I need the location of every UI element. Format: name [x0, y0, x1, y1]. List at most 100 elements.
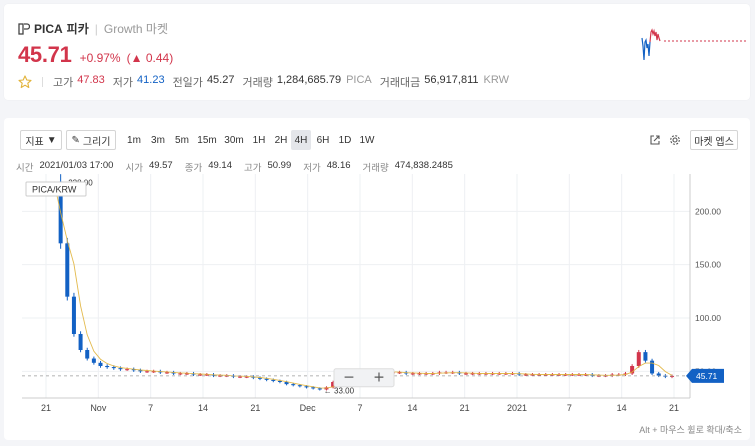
timeframe-4h[interactable]: 4H — [291, 130, 311, 150]
candle-body — [151, 371, 156, 373]
stat-prev-close: 전일가 45.27 — [173, 74, 235, 90]
candle-body — [643, 352, 648, 361]
candle-body — [131, 369, 136, 371]
x-tick-label: Dec — [300, 403, 317, 413]
timeframe-1m[interactable]: 1m — [127, 134, 141, 146]
change-amount: (▲ 0.44) — [126, 51, 174, 65]
timeframe-6h[interactable]: 6H — [316, 134, 330, 146]
coin-title-row: PICA 피카 | Growth 마켓 — [18, 20, 168, 37]
indicator-label: 지표 — [25, 136, 44, 148]
candle-body — [410, 373, 415, 375]
candle-body — [523, 374, 528, 376]
market-info-button[interactable]: 마켓 엡스 — [690, 130, 738, 150]
timeframe-1h[interactable]: 1H — [252, 134, 266, 146]
price-row: 45.71 +0.97% (▲ 0.44) — [18, 42, 173, 68]
candle-body — [537, 374, 542, 376]
stat-volume-label: 거래량 — [242, 77, 273, 89]
candle-body — [244, 376, 249, 378]
coin-symbol: PICA — [34, 21, 63, 36]
candle-body — [204, 374, 209, 376]
candle-body — [636, 352, 641, 366]
candle-body — [78, 334, 83, 350]
timeframe-3m[interactable]: 3m — [151, 134, 165, 146]
x-tick-label: 7 — [357, 403, 362, 413]
candle-body — [71, 296, 76, 334]
ohlc-low-label: 저가 — [303, 163, 321, 174]
ohlc-high-value: 50.99 — [267, 160, 292, 171]
candle-body — [317, 388, 322, 390]
stat-low-label: 저가 — [112, 77, 134, 89]
zoom-hint: Alt + 마우스 휠로 확대/축소 — [639, 425, 742, 435]
gear-icon[interactable] — [667, 132, 683, 148]
candle-body — [164, 372, 169, 374]
draw-button[interactable]: ✎ 그리기 — [66, 130, 116, 150]
y-tick-label: 150.00 — [695, 260, 721, 270]
x-tick-label: 21 — [669, 403, 679, 413]
ohlc-volume-value: 474,838.2485 — [394, 160, 453, 171]
stat-low: 저가 41.23 — [113, 74, 165, 90]
y-tick-label: 100.00 — [695, 313, 721, 323]
stat-trade-value-label: 거래대금 — [379, 77, 421, 89]
zoom-out-button[interactable]: − — [343, 370, 355, 386]
candle-body — [277, 380, 282, 382]
stat-trade-value-unit: KRW — [483, 74, 509, 86]
ohlc-open-value: 49.57 — [148, 160, 173, 171]
candle-body — [178, 373, 183, 375]
candle-body — [543, 374, 548, 376]
zoom-in-button[interactable]: + — [373, 370, 385, 386]
candle-body — [623, 373, 628, 375]
stats-row: 고가 47.83 저가 41.23 전일가 45.27 거래량 1,284,685.79… — [18, 74, 517, 90]
candle-body — [530, 374, 535, 376]
sparkline-down — [641, 37, 651, 61]
x-tick-label: 21 — [250, 403, 260, 413]
stat-high-value: 47.83 — [77, 74, 105, 86]
candle-body — [271, 379, 276, 381]
stat-volume-unit: PICA — [346, 74, 372, 86]
stat-high: 고가 47.83 — [53, 74, 105, 90]
candle-body — [91, 358, 96, 363]
external-link-icon[interactable] — [647, 132, 663, 148]
candle-body — [138, 370, 143, 372]
timeframe-1d[interactable]: 1D — [338, 134, 352, 146]
candle-body — [284, 382, 289, 385]
x-tick-label: 14 — [198, 403, 208, 413]
y-tick-label: 200.00 — [695, 206, 721, 216]
indicator-button[interactable]: 지표 ▼ — [20, 130, 62, 150]
candle-body — [98, 362, 103, 366]
candle-body — [258, 377, 262, 379]
ohlc-volume-label: 거래량 — [362, 163, 389, 174]
pair-legend-box — [25, 181, 87, 197]
coin-logo-icon — [18, 22, 30, 35]
candle-body — [125, 369, 130, 371]
candle-body — [510, 373, 515, 375]
change-percent: +0.97% — [79, 51, 121, 65]
candle-body — [483, 373, 488, 375]
stat-prev-close-label: 전일가 — [172, 77, 203, 89]
pencil-icon: ✎ — [71, 134, 80, 146]
candle-body — [583, 374, 588, 376]
favorite-star-icon[interactable] — [18, 75, 32, 89]
stat-low-value: 41.23 — [137, 74, 165, 86]
timeframe-1w[interactable]: 1W — [359, 134, 375, 146]
stat-high-label: 고가 — [53, 77, 74, 89]
coin-name-kr: 피카 — [66, 22, 89, 36]
timeframe-2h[interactable]: 2H — [274, 134, 288, 146]
chart-toolbar: 지표 ▼ ✎ 그리기 1m 3m 5m 15m 30m 1H 2H 4H 6H … — [4, 130, 750, 152]
timeframe-30m[interactable]: 30m — [224, 134, 244, 146]
chart-panel: 지표 ▼ ✎ 그리기 1m 3m 5m 15m 30m 1H 2H 4H 6H … — [4, 118, 750, 440]
candle-body — [656, 373, 661, 376]
candle-body — [417, 373, 422, 375]
candle-body — [304, 386, 309, 388]
ohlc-high-label: 고가 — [243, 163, 262, 174]
timeframe-5m[interactable]: 5m — [175, 134, 189, 146]
draw-label: 그리기 — [82, 136, 111, 148]
candle-body — [570, 374, 575, 376]
min-price-label: ← 33.00 — [324, 386, 355, 395]
candle-body — [297, 385, 302, 387]
zoom-controls — [333, 368, 395, 388]
candle-body — [497, 373, 502, 375]
price-chart[interactable]: 200.00150.00100.0050.0021Nov71421Dec7142… — [4, 172, 750, 422]
timeframe-15m[interactable]: 15m — [197, 134, 217, 146]
candle-body — [85, 350, 90, 359]
candle-body — [65, 243, 70, 297]
